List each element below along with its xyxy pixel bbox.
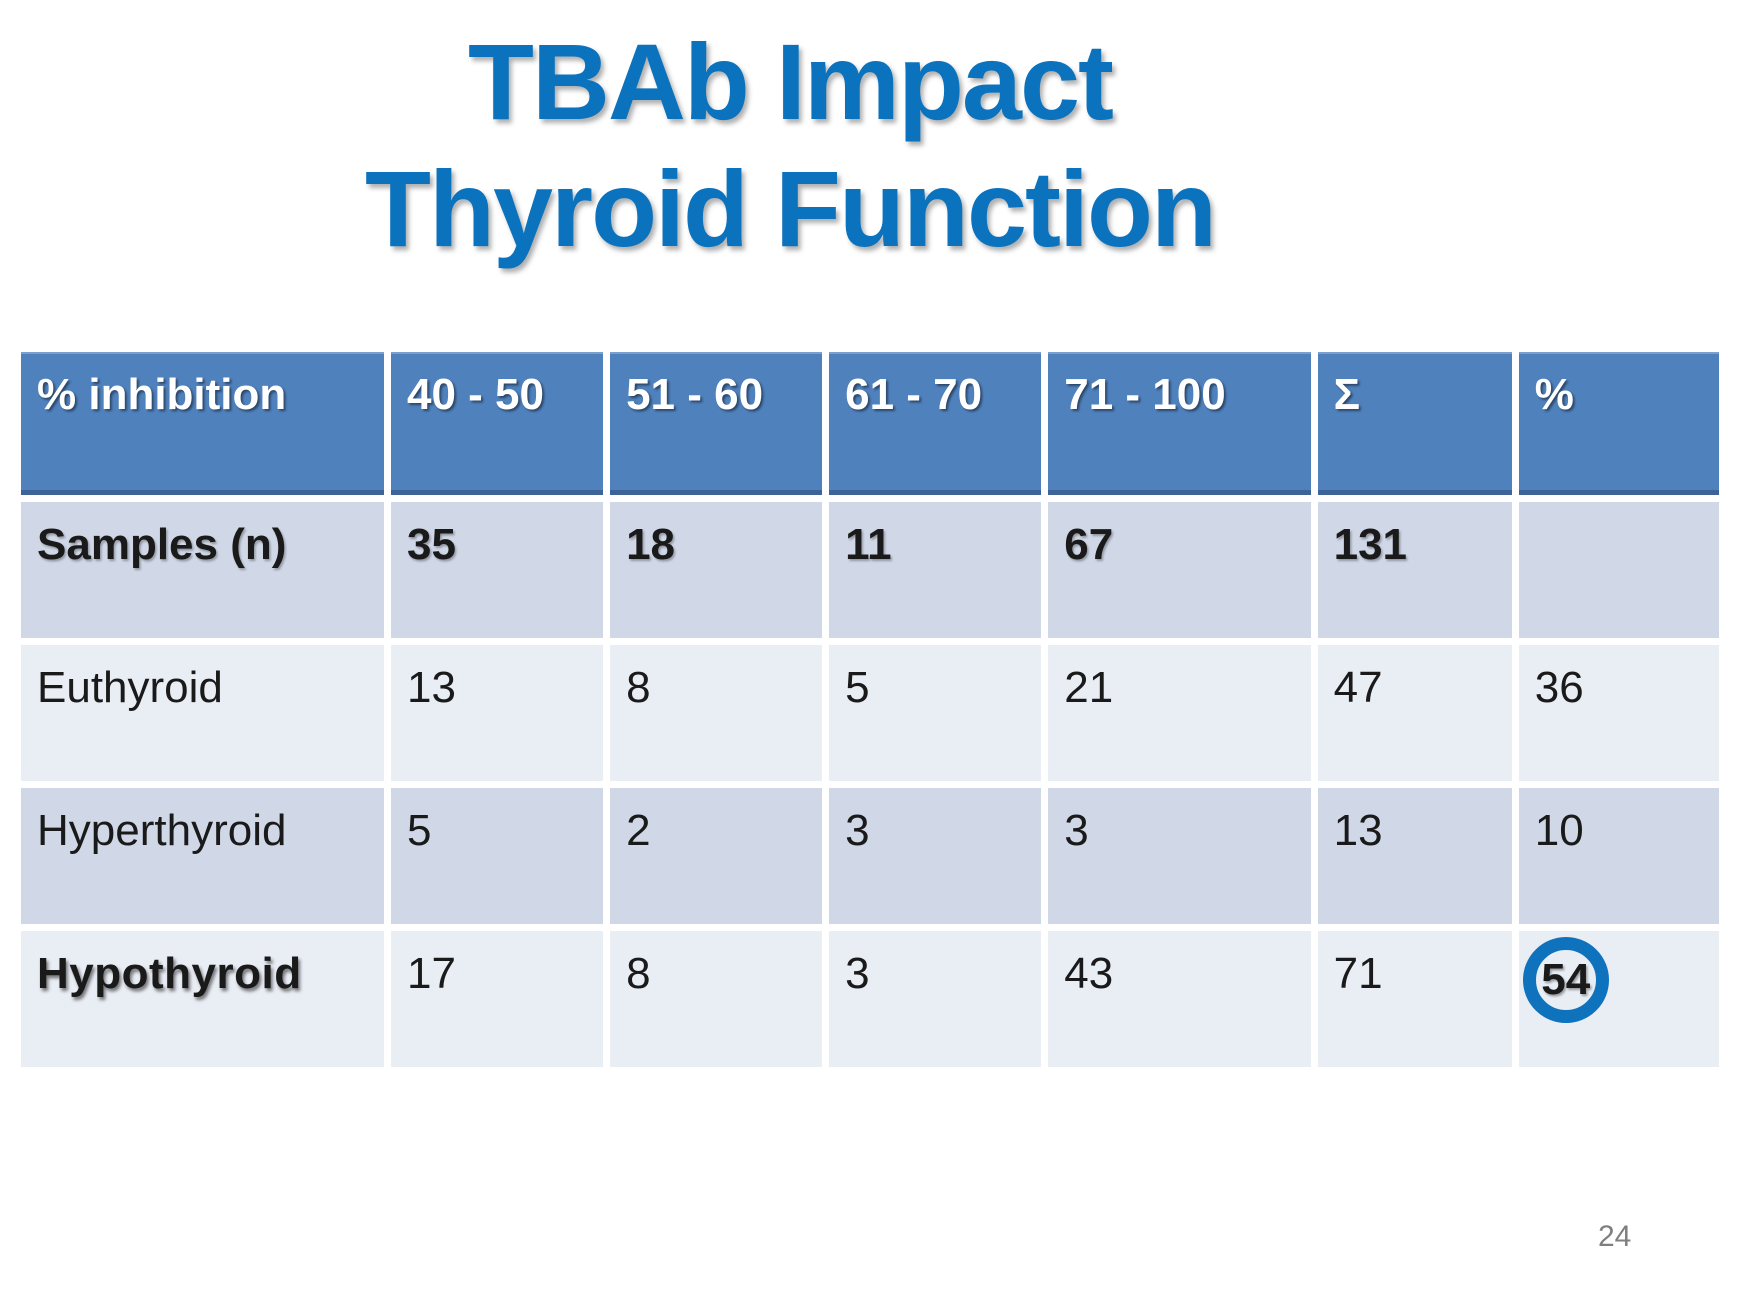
table-cell: 17 bbox=[383, 924, 611, 1074]
table-header-row: % inhibition 40 - 50 51 - 60 61 - 70 71 - 10… bbox=[14, 345, 1727, 502]
column-header: 40 - 50 bbox=[383, 345, 611, 502]
table-cell: 13 bbox=[383, 638, 611, 788]
table-cell: 3 bbox=[822, 924, 1049, 1074]
table-cell: 11 bbox=[822, 495, 1049, 645]
table-row: Hypothyroid 17 8 3 43 71 54 bbox=[14, 924, 1727, 1074]
table-row: Samples (n) 35 18 11 67 131 bbox=[14, 495, 1727, 645]
table-cell: 10 bbox=[1511, 781, 1727, 931]
column-header: 61 - 70 bbox=[822, 345, 1049, 502]
column-header: 71 - 100 bbox=[1041, 345, 1318, 502]
table-cell: 71 bbox=[1310, 924, 1519, 1074]
column-header: % bbox=[1511, 345, 1727, 502]
table-row: Euthyroid 13 8 5 21 47 36 bbox=[14, 638, 1727, 788]
table-cell bbox=[1511, 495, 1727, 645]
table-cell: 35 bbox=[383, 495, 611, 645]
table-cell: 67 bbox=[1041, 495, 1318, 645]
column-header: 51 - 60 bbox=[603, 345, 830, 502]
table-cell: 5 bbox=[822, 638, 1049, 788]
circle-annotation: 54 bbox=[1522, 937, 1609, 1023]
table-cell: 54 bbox=[1511, 924, 1727, 1074]
table-cell: 18 bbox=[603, 495, 830, 645]
data-table: % inhibition 40 - 50 51 - 60 61 - 70 71 - 10… bbox=[14, 345, 1727, 1074]
row-label: Hyperthyroid bbox=[14, 781, 391, 931]
table-cell: 36 bbox=[1511, 638, 1727, 788]
column-header: % inhibition bbox=[14, 345, 391, 502]
row-label: Samples (n) bbox=[14, 495, 391, 645]
slide-title: TBAb Impact Thyroid Function bbox=[365, 21, 1217, 270]
table-cell: 47 bbox=[1310, 638, 1519, 788]
row-label: Hypothyroid bbox=[14, 924, 391, 1074]
column-header: Σ bbox=[1310, 345, 1519, 502]
table-cell: 131 bbox=[1310, 495, 1519, 645]
row-label: Euthyroid bbox=[14, 638, 391, 788]
table-cell: 21 bbox=[1041, 638, 1318, 788]
table-cell: 3 bbox=[1041, 781, 1318, 931]
page-number: 24 bbox=[1598, 1220, 1632, 1253]
table-cell: 8 bbox=[603, 924, 830, 1074]
table-cell: 5 bbox=[383, 781, 611, 931]
circled-value: 54 bbox=[1541, 955, 1591, 1004]
table-cell: 2 bbox=[603, 781, 830, 931]
table-cell: 8 bbox=[603, 638, 830, 788]
table-cell: 13 bbox=[1310, 781, 1519, 931]
table-row: Hyperthyroid 5 2 3 3 13 10 bbox=[14, 781, 1727, 931]
table-cell: 43 bbox=[1041, 924, 1318, 1074]
table-cell: 3 bbox=[822, 781, 1049, 931]
